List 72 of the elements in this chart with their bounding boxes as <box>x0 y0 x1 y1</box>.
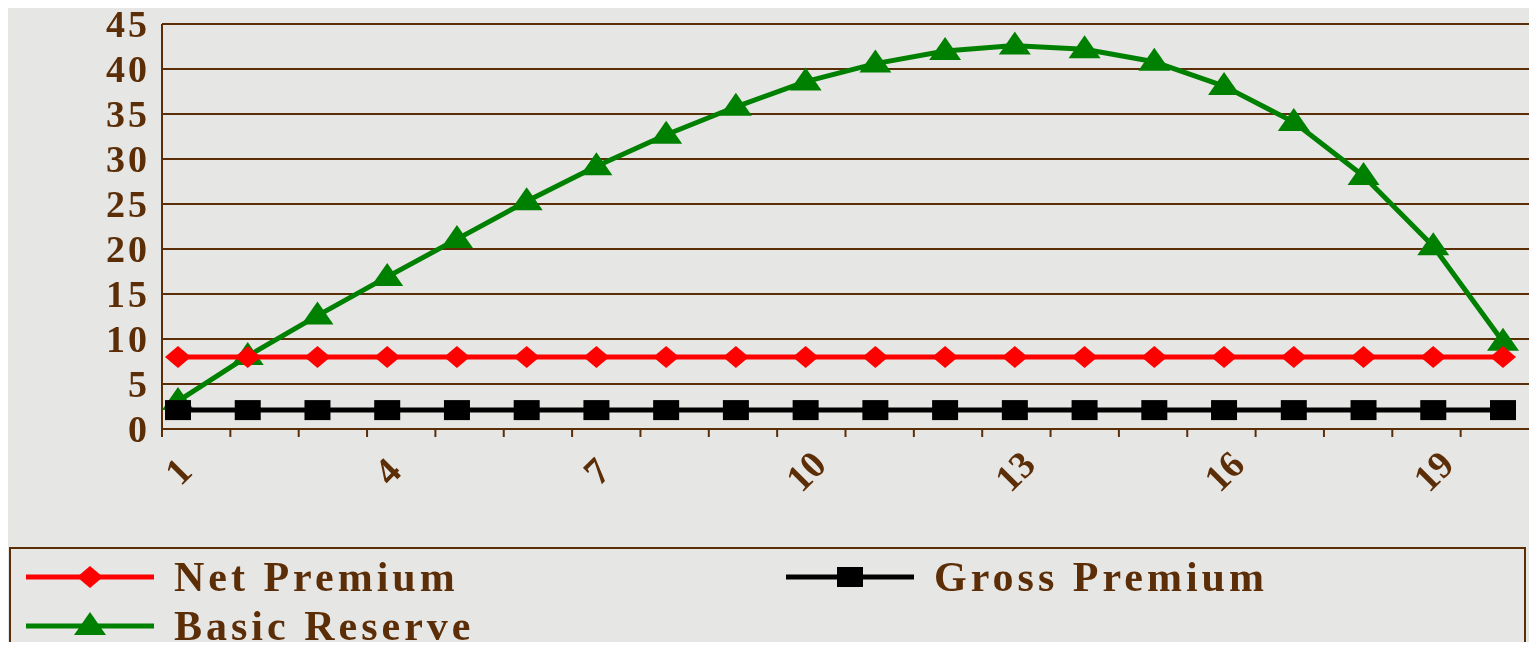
x-tick-label: 13 <box>986 442 1044 500</box>
point <box>653 346 680 368</box>
point <box>1280 400 1307 421</box>
point <box>932 400 959 421</box>
y-tick-label: 20 <box>106 228 150 270</box>
point <box>862 400 889 421</box>
point <box>1490 400 1516 421</box>
y-tick-label: 25 <box>106 183 150 225</box>
legend-label: Basic Reserve <box>174 603 475 649</box>
x-tick-label: 7 <box>574 449 618 493</box>
point <box>719 92 752 116</box>
point <box>583 400 610 421</box>
x-tick-label: 16 <box>1195 442 1253 500</box>
point <box>650 120 683 144</box>
point <box>304 346 331 368</box>
point <box>234 400 261 421</box>
point <box>1350 346 1377 368</box>
point <box>374 400 401 421</box>
x-tick-label: 4 <box>365 449 409 493</box>
y-tick-label: 45 <box>106 3 150 45</box>
point <box>862 346 889 368</box>
point <box>932 346 959 368</box>
point <box>580 152 613 176</box>
point <box>1490 346 1516 368</box>
point <box>510 187 543 211</box>
point <box>1141 346 1168 368</box>
y-tick-label: 15 <box>106 273 150 315</box>
point <box>1280 346 1307 368</box>
point <box>722 346 749 368</box>
point <box>583 346 610 368</box>
point <box>859 49 892 73</box>
point <box>304 400 331 421</box>
point <box>1350 400 1377 421</box>
point <box>440 225 473 249</box>
y-tick-label: 30 <box>106 138 150 180</box>
point <box>1068 35 1101 59</box>
point <box>1211 346 1238 368</box>
point <box>443 400 470 421</box>
point <box>443 346 470 368</box>
y-tick-label: 10 <box>106 318 150 360</box>
point <box>1417 232 1450 256</box>
point <box>1420 400 1447 421</box>
point <box>1277 108 1310 132</box>
point <box>1071 346 1098 368</box>
point <box>374 346 401 368</box>
point <box>1138 47 1171 71</box>
point <box>165 346 191 368</box>
point <box>998 31 1031 55</box>
point <box>1001 400 1028 421</box>
x-tick-label: 1 <box>156 449 200 493</box>
point <box>1347 162 1380 186</box>
point <box>792 400 819 421</box>
point <box>1420 346 1447 368</box>
point <box>165 400 191 421</box>
y-tick-label: 40 <box>106 48 150 90</box>
point <box>1141 400 1168 421</box>
point <box>792 346 819 368</box>
point <box>513 346 540 368</box>
point <box>1071 400 1098 421</box>
y-tick-label: 35 <box>106 93 150 135</box>
x-tick-label: 19 <box>1404 442 1462 500</box>
legend-label: Net Premium <box>174 554 459 600</box>
point <box>1211 400 1238 421</box>
y-tick-label: 0 <box>128 408 150 450</box>
point <box>513 400 540 421</box>
y-tick-label: 5 <box>128 363 150 405</box>
point <box>1001 346 1028 368</box>
legend-label: Gross Premium <box>934 554 1268 600</box>
point <box>722 400 749 421</box>
point <box>789 67 822 91</box>
point <box>653 400 680 421</box>
x-tick-label: 10 <box>777 442 834 500</box>
